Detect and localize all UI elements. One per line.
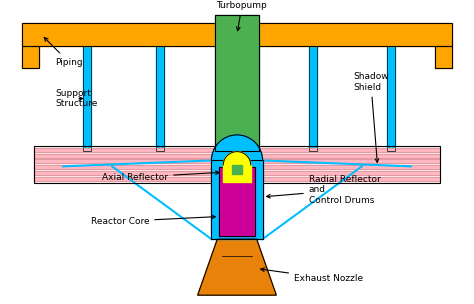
Bar xyxy=(387,47,395,151)
Bar xyxy=(211,161,263,239)
Text: Radial Reflector
and
Control Drums: Radial Reflector and Control Drums xyxy=(266,175,381,205)
Text: Axial Reflector: Axial Reflector xyxy=(102,171,219,182)
Bar xyxy=(34,154,440,157)
Bar xyxy=(34,148,440,152)
Bar xyxy=(34,165,440,169)
Bar xyxy=(34,160,440,164)
Wedge shape xyxy=(223,152,251,165)
Polygon shape xyxy=(198,239,276,295)
Bar xyxy=(215,15,259,151)
Bar xyxy=(34,177,440,181)
Bar xyxy=(34,160,440,164)
Bar xyxy=(22,23,452,47)
Bar xyxy=(34,154,440,157)
Bar xyxy=(22,47,39,68)
Bar xyxy=(82,47,91,151)
Bar xyxy=(211,161,263,239)
Bar xyxy=(22,23,452,47)
Bar xyxy=(34,165,440,169)
Text: Shadow
Shield: Shadow Shield xyxy=(353,72,389,162)
Text: Turbopump: Turbopump xyxy=(217,1,267,31)
Bar xyxy=(34,148,440,152)
Bar xyxy=(22,47,39,68)
Bar xyxy=(156,47,164,151)
Bar xyxy=(232,165,242,174)
Bar xyxy=(435,47,452,68)
Bar xyxy=(34,146,440,183)
Bar xyxy=(219,168,255,236)
Text: Reactor Core: Reactor Core xyxy=(91,215,215,226)
Bar xyxy=(223,165,251,182)
Bar xyxy=(309,47,317,151)
Bar xyxy=(215,15,259,151)
Bar xyxy=(34,177,440,181)
Bar xyxy=(387,47,395,151)
Bar xyxy=(82,47,91,151)
Bar xyxy=(435,47,452,68)
Bar xyxy=(34,171,440,175)
Bar xyxy=(156,47,164,151)
Text: Piping: Piping xyxy=(44,37,83,67)
Bar xyxy=(34,171,440,175)
Bar xyxy=(219,168,255,236)
Text: Exhaust Nozzle: Exhaust Nozzle xyxy=(261,268,363,283)
Text: Support
Structure: Support Structure xyxy=(55,89,98,108)
Bar xyxy=(309,47,317,151)
Wedge shape xyxy=(211,135,263,161)
